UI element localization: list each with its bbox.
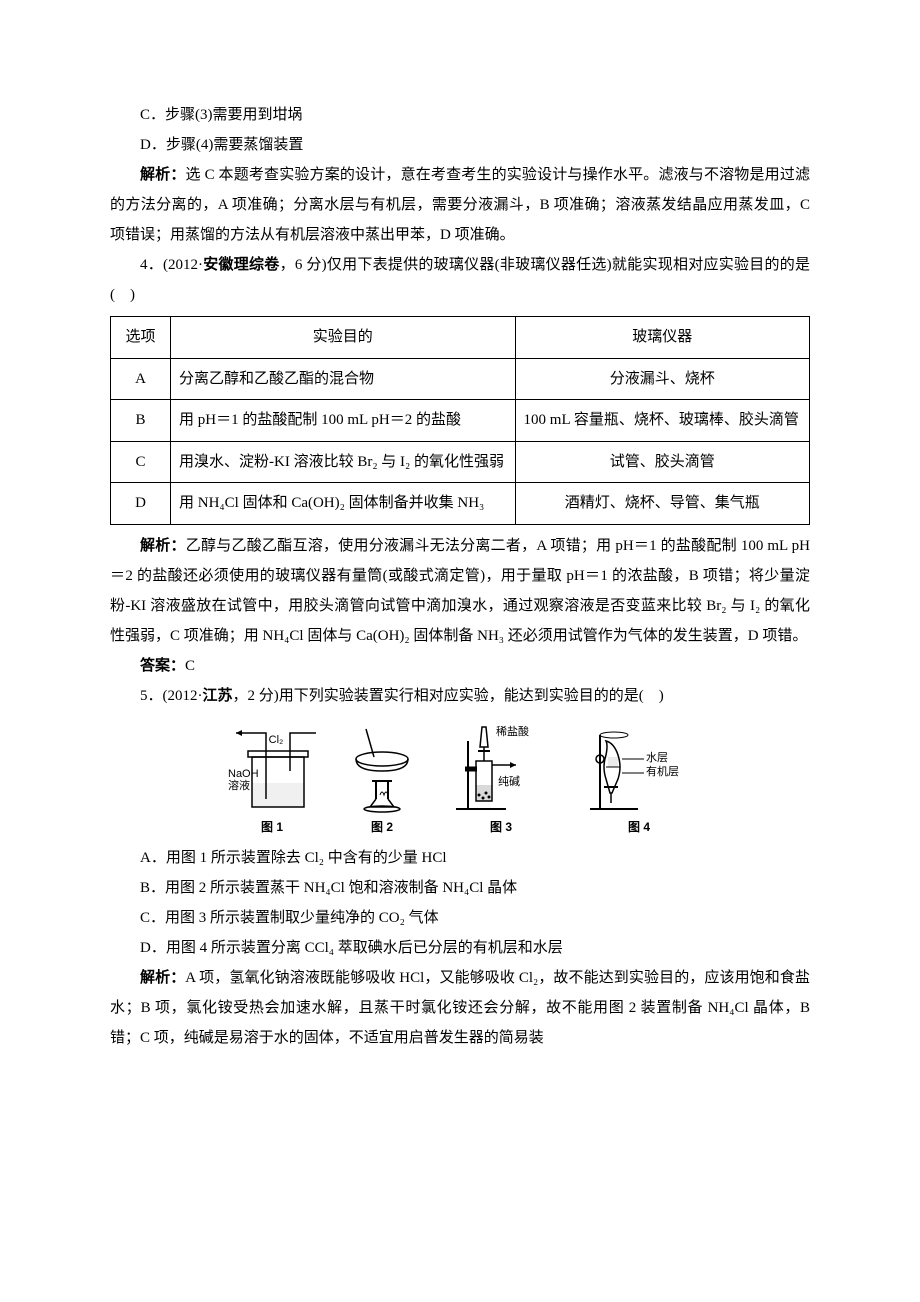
fig3-acid-label: 稀盐酸 — [496, 724, 529, 738]
th-glass: 玻璃仪器 — [515, 317, 809, 359]
q3-option-c: C．步骤(3)需要用到坩埚 — [110, 100, 810, 130]
answer-value: C — [185, 658, 195, 674]
fig1-solution-label: 溶液 — [228, 778, 250, 792]
table-row: C 用溴水、淀粉-KI 溶液比较 Br₂ 与 I₂ 的氧化性强弱 试管、胶头滴管 — [111, 441, 810, 483]
q4-analysis: 解析：乙醇与乙酸乙酯互溶，使用分液漏斗无法分离二者，A 项错；用 pH＝1 的盐… — [110, 531, 810, 651]
figure-1: Cl₂ NaOH 溶液 图 1 — [226, 721, 318, 839]
fig1-naoh-label: NaOH — [228, 768, 259, 780]
fig1-caption: 图 1 — [261, 815, 283, 839]
answer-label: 答案： — [140, 657, 185, 674]
q3-analysis: 解析：选 C 本题考查实验方案的设计，意在考查考生的实验设计与操作水平。滤液与不… — [110, 160, 810, 250]
q5-option-a: A．用图 1 所示装置除去 Cl₂ 中含有的少量 HCl — [110, 843, 810, 873]
th-option: 选项 — [111, 317, 171, 359]
q3-option-d: D．步骤(4)需要蒸馏装置 — [110, 130, 810, 160]
table-row: D 用 NH₄Cl 固体和 Ca(OH)₂ 固体制备并收集 NH₃ 酒精灯、烧杯… — [111, 483, 810, 525]
figure-2: 图 2 — [346, 721, 418, 839]
table-row: A 分离乙醇和乙酸乙酯的混合物 分液漏斗、烧杯 — [111, 358, 810, 400]
analysis-label: 解析： — [140, 537, 186, 554]
analysis-text: A 项，氢氧化钠溶液既能够吸收 HCl，又能够吸收 Cl₂，故不能达到实验目的，… — [110, 970, 810, 1046]
fig3-svg: 稀盐酸 纯碱 — [446, 721, 556, 813]
fig4-caption: 图 4 — [628, 815, 650, 839]
fig4-svg: 水层 有机层 — [584, 721, 694, 813]
th-purpose: 实验目的 — [171, 317, 516, 359]
fig3-soda-label: 纯碱 — [498, 775, 520, 788]
fig2-caption: 图 2 — [371, 815, 393, 839]
figure-3: 稀盐酸 纯碱 图 3 — [446, 721, 556, 839]
fig2-svg — [346, 721, 418, 813]
table-header-row: 选项 实验目的 玻璃仪器 — [111, 317, 810, 359]
fig4-organic-label: 有机层 — [646, 764, 679, 778]
analysis-label: 解析： — [140, 969, 185, 986]
fig1-cl2-label: Cl₂ — [269, 734, 284, 746]
analysis-text: 乙醇与乙酸乙酯互溶，使用分液漏斗无法分离二者，A 项错；用 pH＝1 的盐酸配制… — [110, 538, 810, 644]
q4-answer: 答案：C — [110, 651, 810, 681]
analysis-label: 解析： — [140, 166, 186, 183]
table-row: B 用 pH＝1 的盐酸配制 100 mL pH＝2 的盐酸 100 mL 容量… — [111, 400, 810, 442]
q5-option-b: B．用图 2 所示装置蒸干 NH₄Cl 饱和溶液制备 NH₄Cl 晶体 — [110, 873, 810, 903]
figure-4: 水层 有机层 图 4 — [584, 721, 694, 839]
fig4-water-label: 水层 — [646, 751, 668, 764]
q5-figures: Cl₂ NaOH 溶液 图 1 图 2 — [110, 721, 810, 839]
q4-stem: 4．(2012·安徽理综卷，6 分)仅用下表提供的玻璃仪器(非玻璃仪器任选)就能… — [110, 250, 810, 310]
q5-analysis: 解析：A 项，氢氧化钠溶液既能够吸收 HCl，又能够吸收 Cl₂，故不能达到实验… — [110, 963, 810, 1053]
q5-option-c: C．用图 3 所示装置制取少量纯净的 CO₂ 气体 — [110, 903, 810, 933]
fig1-svg: Cl₂ NaOH 溶液 — [226, 721, 318, 813]
q4-table: 选项 实验目的 玻璃仪器 A 分离乙醇和乙酸乙酯的混合物 分液漏斗、烧杯 B 用… — [110, 316, 810, 525]
fig3-caption: 图 3 — [490, 815, 512, 839]
analysis-text: 选 C 本题考查实验方案的设计，意在考查考生的实验设计与操作水平。滤液与不溶物是… — [110, 167, 810, 243]
q5-stem: 5．(2012·江苏，2 分)用下列实验装置实行相对应实验，能达到实验目的的是(… — [110, 681, 810, 711]
q5-option-d: D．用图 4 所示装置分离 CCl₄ 萃取碘水后已分层的有机层和水层 — [110, 933, 810, 963]
